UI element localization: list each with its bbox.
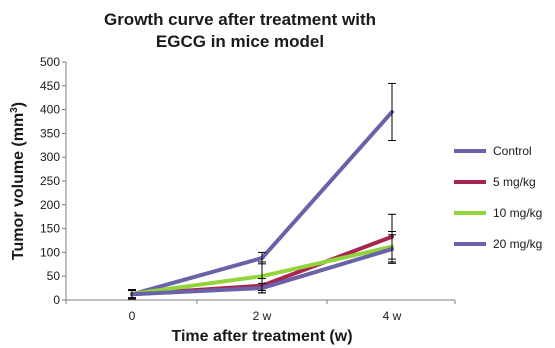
y-tick-label: 300 [40,150,60,164]
legend-label-2: 10 mg/kg [493,206,542,220]
chart-title-line-2: EGCG in mice model [155,32,325,51]
y-axis-label-sup: 3 [9,107,20,113]
y-tick-label: 200 [40,198,60,212]
y-axis-label-main: Tumor volume (mm [10,113,27,260]
legend-label-3: 20 mg/kg [493,237,542,251]
y-tick-label: 0 [53,293,60,307]
y-tick-label: 450 [40,79,60,93]
y-axis-label: Tumor volume (mm3) [9,102,27,260]
y-tick-label: 50 [47,269,61,283]
y-tick-label: 250 [40,174,60,188]
y-tick-label: 100 [40,245,60,259]
legend: Control 5 mg/kg 10 mg/kg 20 mg/kg [454,144,542,251]
y-ticks: 0 50 100 150 200 250 300 350 400 450 500 [40,55,66,307]
legend-label-0: Control [493,144,532,158]
y-tick-label: 400 [40,103,60,117]
chart-title-line-1: Growth curve after treatment with [103,10,377,29]
y-axis-label-close: ) [10,102,27,107]
x-tick-label: 0 [129,309,136,323]
x-tick-label: 2 w [253,309,272,323]
x-axis-label: Time after treatment (w) [171,328,352,345]
legend-label-1: 5 mg/kg [493,175,536,189]
y-tick-label: 500 [40,55,60,69]
x-ticks: 0 2 w 4 w [65,300,456,323]
y-tick-label: 150 [40,222,60,236]
x-tick-label: 4 w [383,309,402,323]
y-tick-label: 350 [40,126,60,140]
error-bars [128,82,396,300]
